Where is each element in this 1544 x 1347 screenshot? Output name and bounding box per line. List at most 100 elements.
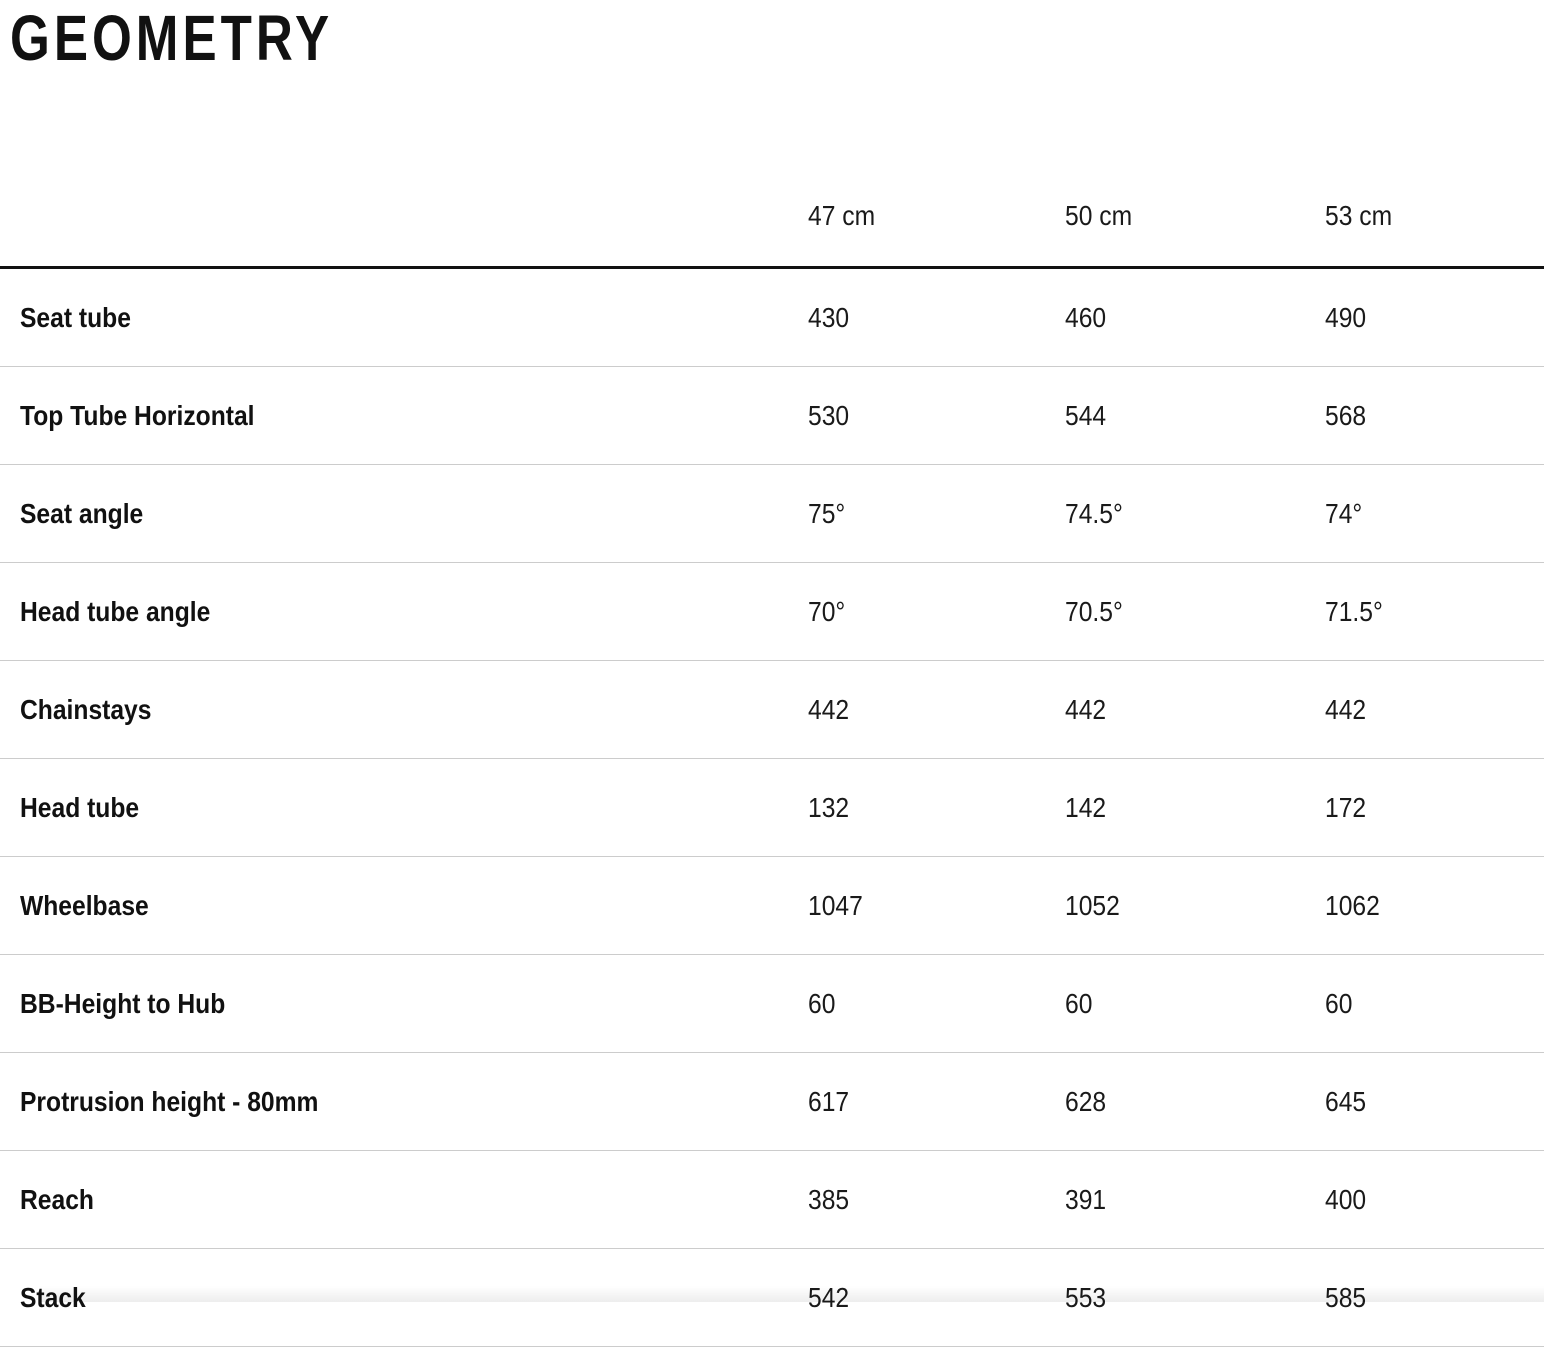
cell-value: 490 xyxy=(1305,267,1544,367)
table-row-seat-angle: Seat angle 75° 74.5° 74° xyxy=(0,464,1544,563)
column-header-label: 50 cm xyxy=(1065,200,1133,231)
cell-value-text: 530 xyxy=(808,399,850,431)
column-header-label: 47 cm xyxy=(808,200,876,231)
cell-value: 1047 xyxy=(788,856,1045,955)
cell-value-text: 1062 xyxy=(1325,889,1380,921)
cell-value: 553 xyxy=(1045,1248,1305,1347)
cell-value-text: 172 xyxy=(1325,791,1367,823)
cell-value: 60 xyxy=(1305,954,1544,1053)
cell-value-text: 391 xyxy=(1065,1183,1107,1215)
table-row-protrusion-height: Protrusion height - 80mm 617 628 645 xyxy=(0,1052,1544,1151)
cell-value: 628 xyxy=(1045,1052,1305,1151)
table-row-wheelbase: Wheelbase 1047 1052 1062 xyxy=(0,856,1544,955)
row-label: Seat tube xyxy=(0,267,788,367)
cell-value-text: 544 xyxy=(1065,399,1107,431)
cell-value-text: 74.5° xyxy=(1065,497,1123,529)
cell-value: 542 xyxy=(788,1248,1045,1347)
row-label-text: Chainstays xyxy=(20,693,152,725)
cell-value-text: 442 xyxy=(1065,693,1107,725)
column-header-empty xyxy=(0,70,788,269)
cell-value: 1062 xyxy=(1305,856,1544,955)
row-label-text: Reach xyxy=(20,1183,94,1215)
cell-value-text: 442 xyxy=(808,693,850,725)
row-label: Head tube xyxy=(0,758,788,857)
cell-value: 142 xyxy=(1045,758,1305,857)
row-label-text: Top Tube Horizontal xyxy=(20,399,255,431)
row-label: BB-Height to Hub xyxy=(0,954,788,1053)
row-label: Head tube angle xyxy=(0,562,788,661)
cell-value-text: 542 xyxy=(808,1281,850,1313)
cell-value: 460 xyxy=(1045,267,1305,367)
row-label-text: Seat tube xyxy=(20,301,131,333)
cell-value: 544 xyxy=(1045,366,1305,465)
cell-value: 442 xyxy=(788,660,1045,759)
cell-value-text: 490 xyxy=(1325,301,1367,333)
cell-value: 74.5° xyxy=(1045,464,1305,563)
cell-value: 585 xyxy=(1305,1248,1544,1347)
row-label-text: Head tube angle xyxy=(20,595,211,627)
cell-value-text: 142 xyxy=(1065,791,1107,823)
cell-value: 71.5° xyxy=(1305,562,1544,661)
cell-value-text: 75° xyxy=(808,497,846,529)
cell-value-text: 1052 xyxy=(1065,889,1120,921)
row-label-text: Protrusion height - 80mm xyxy=(20,1085,319,1117)
cell-value-text: 585 xyxy=(1325,1281,1367,1313)
table-row-top-tube-horizontal: Top Tube Horizontal 530 544 568 xyxy=(0,366,1544,465)
cell-value: 74° xyxy=(1305,464,1544,563)
cell-value: 645 xyxy=(1305,1052,1544,1151)
cell-value-text: 385 xyxy=(808,1183,850,1215)
cell-value-text: 60 xyxy=(1325,987,1353,1019)
cell-value-text: 430 xyxy=(808,301,850,333)
cell-value: 172 xyxy=(1305,758,1544,857)
cell-value: 400 xyxy=(1305,1150,1544,1249)
cell-value: 430 xyxy=(788,267,1045,367)
cell-value: 442 xyxy=(1305,660,1544,759)
cell-value-text: 460 xyxy=(1065,301,1107,333)
row-label: Stack xyxy=(0,1248,788,1347)
cell-value-text: 553 xyxy=(1065,1281,1107,1313)
row-label: Protrusion height - 80mm xyxy=(0,1052,788,1151)
cell-value: 385 xyxy=(788,1150,1045,1249)
column-header-size-47: 47 cm xyxy=(788,70,1045,269)
cell-value-text: 60 xyxy=(1065,987,1093,1019)
row-label-text: BB-Height to Hub xyxy=(20,987,226,1019)
cell-value-text: 442 xyxy=(1325,693,1367,725)
column-header-label: 53 cm xyxy=(1325,200,1393,231)
cell-value-text: 132 xyxy=(808,791,850,823)
row-label: Top Tube Horizontal xyxy=(0,366,788,465)
header-row: 47 cm 50 cm 53 cm xyxy=(0,70,1544,269)
table-row-head-tube: Head tube 132 142 172 xyxy=(0,758,1544,857)
table-row-chainstays: Chainstays 442 442 442 xyxy=(0,660,1544,759)
table-row-seat-tube: Seat tube 430 460 490 xyxy=(0,267,1544,367)
table-row-stack: Stack 542 553 585 xyxy=(0,1248,1544,1347)
cell-value-text: 70° xyxy=(808,595,846,627)
cell-value: 391 xyxy=(1045,1150,1305,1249)
row-label-text: Head tube xyxy=(20,791,140,823)
row-label-text: Wheelbase xyxy=(20,889,149,921)
cell-value: 70° xyxy=(788,562,1045,661)
cell-value-text: 71.5° xyxy=(1325,595,1383,627)
cell-value: 442 xyxy=(1045,660,1305,759)
cell-value: 568 xyxy=(1305,366,1544,465)
table-row-head-tube-angle: Head tube angle 70° 70.5° 71.5° xyxy=(0,562,1544,661)
row-label-text: Stack xyxy=(20,1281,86,1313)
cell-value: 530 xyxy=(788,366,1045,465)
geometry-table: 47 cm 50 cm 53 cm Seat tube 430 460 490 … xyxy=(0,70,1544,1347)
cell-value: 75° xyxy=(788,464,1045,563)
cell-value: 1052 xyxy=(1045,856,1305,955)
cell-value-text: 74° xyxy=(1325,497,1363,529)
cell-value-text: 400 xyxy=(1325,1183,1367,1215)
row-label-text: Seat angle xyxy=(20,497,144,529)
cell-value-text: 60 xyxy=(808,987,836,1019)
page-title: GEOMETRY xyxy=(10,2,334,74)
cell-value-text: 1047 xyxy=(808,889,863,921)
cell-value-text: 628 xyxy=(1065,1085,1107,1117)
column-header-size-50: 50 cm xyxy=(1045,70,1305,269)
cell-value: 60 xyxy=(788,954,1045,1053)
table-row-bb-height-to-hub: BB-Height to Hub 60 60 60 xyxy=(0,954,1544,1053)
cell-value-text: 617 xyxy=(808,1085,850,1117)
table-row-reach: Reach 385 391 400 xyxy=(0,1150,1544,1249)
row-label: Wheelbase xyxy=(0,856,788,955)
row-label: Seat angle xyxy=(0,464,788,563)
row-label: Chainstays xyxy=(0,660,788,759)
